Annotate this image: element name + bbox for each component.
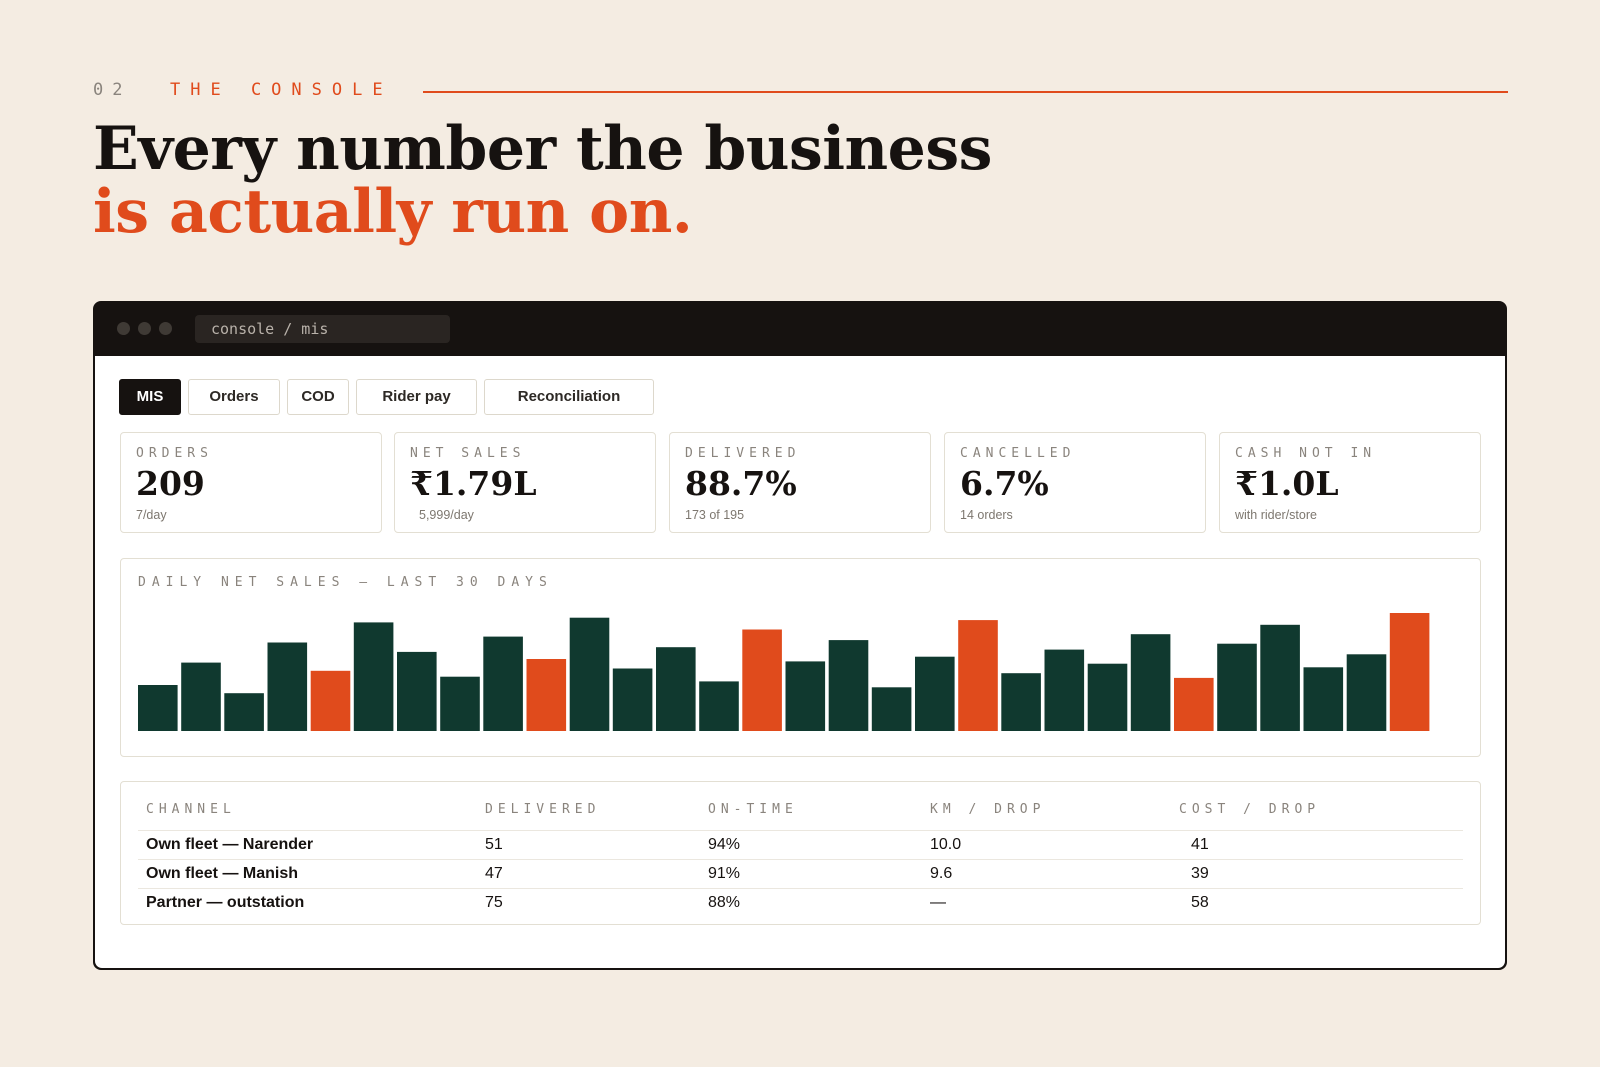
tab-cod[interactable]: COD — [287, 379, 349, 415]
kpi-label: CANCELLED — [960, 446, 1076, 461]
headline-line-2: is actually run on. — [93, 177, 693, 247]
section-number: 02 — [93, 80, 132, 100]
window-titlebar: console / mis — [93, 301, 1507, 356]
cell-cost-drop: 41 — [1191, 836, 1209, 853]
kpi-sub: 14 orders — [960, 508, 1013, 522]
cell-delivered: 47 — [485, 865, 503, 882]
chart-bar — [1087, 663, 1128, 731]
window-dot-icon — [159, 322, 172, 335]
chart-bar — [612, 668, 653, 731]
cell-on-time: 91% — [708, 865, 741, 882]
chart-bar — [138, 685, 178, 731]
kpi-label: CASH NOT IN — [1235, 446, 1377, 461]
chart-bar — [310, 670, 351, 731]
chart-bar — [181, 662, 221, 731]
chart-bar — [1303, 667, 1344, 731]
chart-bar — [353, 622, 394, 731]
chart-bar — [1001, 673, 1041, 731]
kpi-cash-not-in: CASH NOT IN ₹1.0L with rider/store — [1219, 432, 1481, 533]
kpi-value: ₹1.79L — [410, 464, 537, 503]
column-header-on-time: ON-TIME — [708, 802, 798, 817]
cell-delivered: 51 — [485, 836, 503, 853]
chart-bar — [915, 656, 955, 731]
chart-bar — [958, 620, 998, 731]
channel-table: CHANNEL DELIVERED ON-TIME KM / DROP COST… — [120, 781, 1481, 925]
tab-mis[interactable]: MIS — [119, 379, 181, 415]
console-window: console / mis MIS Orders COD Rider pay R… — [93, 301, 1507, 970]
chart-bar — [526, 659, 567, 731]
kpi-sub: 5,999/day — [419, 508, 474, 522]
kpi-label: DELIVERED — [685, 446, 801, 461]
window-dot-icon — [117, 322, 130, 335]
daily-net-sales-chart: DAILY NET SALES — LAST 30 DAYS — [120, 558, 1481, 757]
chart-title: DAILY NET SALES — LAST 30 DAYS — [138, 575, 553, 590]
cell-channel: Own fleet — Narender — [146, 836, 314, 853]
kpi-cancelled: CANCELLED 6.7% 14 orders — [944, 432, 1206, 533]
cell-km-drop: 10.0 — [930, 836, 962, 853]
section-label: THE CONSOLE — [170, 80, 393, 100]
kpi-value: ₹1.0L — [1235, 464, 1339, 503]
cell-on-time: 88% — [708, 894, 741, 911]
table-row: Own fleet — Manish 47 91% 9.6 39 — [138, 859, 1463, 889]
kpi-net-sales: NET SALES ₹1.79L 5,999/day — [394, 432, 656, 533]
chart-bar — [1346, 654, 1387, 731]
cell-km-drop: 9.6 — [930, 865, 953, 882]
table-row: Partner — outstation 75 88% — 58 — [138, 888, 1463, 918]
cell-cost-drop: 58 — [1191, 894, 1209, 911]
chart-bar — [1044, 649, 1085, 731]
chart-bar — [267, 642, 308, 731]
chart-bar — [440, 676, 480, 731]
chart-bar — [1174, 677, 1214, 731]
chart-bar — [742, 629, 782, 731]
kpi-label: ORDERS — [136, 446, 213, 461]
chart-bar — [699, 681, 739, 731]
chart-bar — [871, 687, 912, 731]
window-dot-icon — [138, 322, 151, 335]
kpi-value: 6.7% — [960, 464, 1049, 503]
chart-bar — [569, 617, 610, 731]
kpi-value: 209 — [136, 464, 205, 503]
kpi-label: NET SALES — [410, 446, 526, 461]
kpi-orders: ORDERS 209 7/day — [120, 432, 382, 533]
chart-bar — [1130, 634, 1171, 731]
chart-bar — [656, 647, 696, 731]
eyebrow-rule — [423, 91, 1508, 93]
chart-bar — [828, 640, 869, 731]
column-header-cost-drop: COST / DROP — [1179, 802, 1321, 817]
kpi-sub: 173 of 195 — [685, 508, 745, 522]
chart-bar — [224, 693, 264, 731]
section-eyebrow: 02 THE CONSOLE — [93, 80, 1508, 106]
kpi-sub: with rider/store — [1235, 508, 1317, 522]
console-content: MIS Orders COD Rider pay Reconciliation … — [95, 356, 1505, 968]
address-bar[interactable]: console / mis — [195, 315, 450, 343]
kpi-value: 88.7% — [685, 464, 797, 503]
chart-bar — [483, 636, 523, 731]
cell-km-drop: — — [930, 894, 946, 911]
cell-channel: Partner — outstation — [146, 894, 305, 911]
headline-line-1: Every number the business — [93, 114, 992, 184]
tab-rider-pay[interactable]: Rider pay — [356, 379, 477, 415]
chart-bar — [1217, 643, 1257, 731]
tab-orders[interactable]: Orders — [188, 379, 280, 415]
chart-bar — [1260, 624, 1300, 731]
kpi-delivered: DELIVERED 88.7% 173 of 195 — [669, 432, 931, 533]
cell-on-time: 94% — [708, 836, 741, 853]
chart-bar — [1389, 613, 1430, 731]
tab-reconciliation[interactable]: Reconciliation — [484, 379, 654, 415]
cell-delivered: 75 — [485, 894, 503, 911]
kpi-sub: 7/day — [136, 508, 167, 522]
table-row: Own fleet — Narender 51 94% 10.0 41 — [138, 830, 1463, 860]
chart-bar — [785, 661, 826, 731]
cell-channel: Own fleet — Manish — [146, 865, 299, 882]
column-header-delivered: DELIVERED — [485, 802, 601, 817]
chart-canvas — [138, 613, 1430, 731]
column-header-km-drop: KM / DROP — [930, 802, 1046, 817]
chart-bar — [397, 651, 437, 731]
cell-cost-drop: 39 — [1191, 865, 1209, 882]
page-headline: Every number the business is actually ru… — [93, 118, 992, 244]
column-header-channel: CHANNEL — [146, 802, 236, 817]
